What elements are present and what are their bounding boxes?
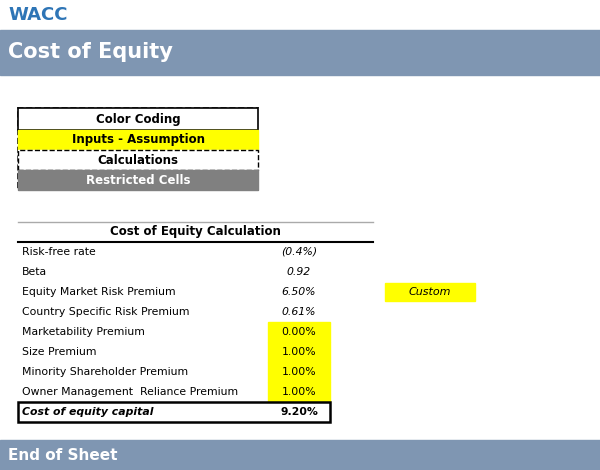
Text: Minority Shareholder Premium: Minority Shareholder Premium: [22, 367, 188, 377]
Bar: [18, 108, 258, 130]
Text: Restricted Cells: Restricted Cells: [86, 173, 190, 187]
Text: Owner Management  Reliance Premium: Owner Management Reliance Premium: [22, 387, 238, 397]
Text: 0.61%: 0.61%: [282, 307, 316, 317]
Text: (0.4%): (0.4%): [281, 247, 317, 257]
Text: 9.20%: 9.20%: [280, 407, 318, 417]
Text: End of Sheet: End of Sheet: [8, 447, 118, 462]
Text: Cost of Equity: Cost of Equity: [8, 42, 173, 63]
Bar: [268, 342, 330, 362]
Text: 0.92: 0.92: [287, 267, 311, 277]
Text: Cost of equity capital: Cost of equity capital: [22, 407, 154, 417]
Text: Country Specific Risk Premium: Country Specific Risk Premium: [22, 307, 190, 317]
Text: Size Premium: Size Premium: [22, 347, 97, 357]
Bar: [18, 130, 258, 150]
Bar: [0, 30, 600, 75]
Text: Calculations: Calculations: [97, 154, 179, 166]
Text: Color Coding: Color Coding: [95, 112, 181, 125]
Text: 1.00%: 1.00%: [281, 347, 316, 357]
Bar: [18, 170, 258, 190]
Text: 1.00%: 1.00%: [281, 367, 316, 377]
Text: Equity Market Risk Premium: Equity Market Risk Premium: [22, 287, 176, 297]
Text: 0.00%: 0.00%: [281, 327, 316, 337]
Text: Marketability Premium: Marketability Premium: [22, 327, 145, 337]
Text: WACC: WACC: [8, 6, 67, 24]
Text: 6.50%: 6.50%: [282, 287, 316, 297]
Bar: [0, 0, 600, 30]
Text: Inputs - Assumption: Inputs - Assumption: [71, 133, 205, 147]
FancyBboxPatch shape: [18, 108, 258, 190]
Bar: [268, 362, 330, 382]
Text: Cost of Equity Calculation: Cost of Equity Calculation: [110, 226, 281, 238]
Text: Beta: Beta: [22, 267, 47, 277]
Bar: [18, 150, 258, 170]
Bar: [268, 322, 330, 342]
Bar: [385, 283, 475, 301]
Text: Custom: Custom: [409, 287, 451, 297]
Text: 1.00%: 1.00%: [281, 387, 316, 397]
FancyBboxPatch shape: [18, 150, 258, 170]
Bar: [0, 440, 600, 470]
Bar: [268, 382, 330, 402]
Text: Risk-free rate: Risk-free rate: [22, 247, 96, 257]
FancyBboxPatch shape: [18, 402, 330, 422]
FancyBboxPatch shape: [18, 108, 258, 130]
